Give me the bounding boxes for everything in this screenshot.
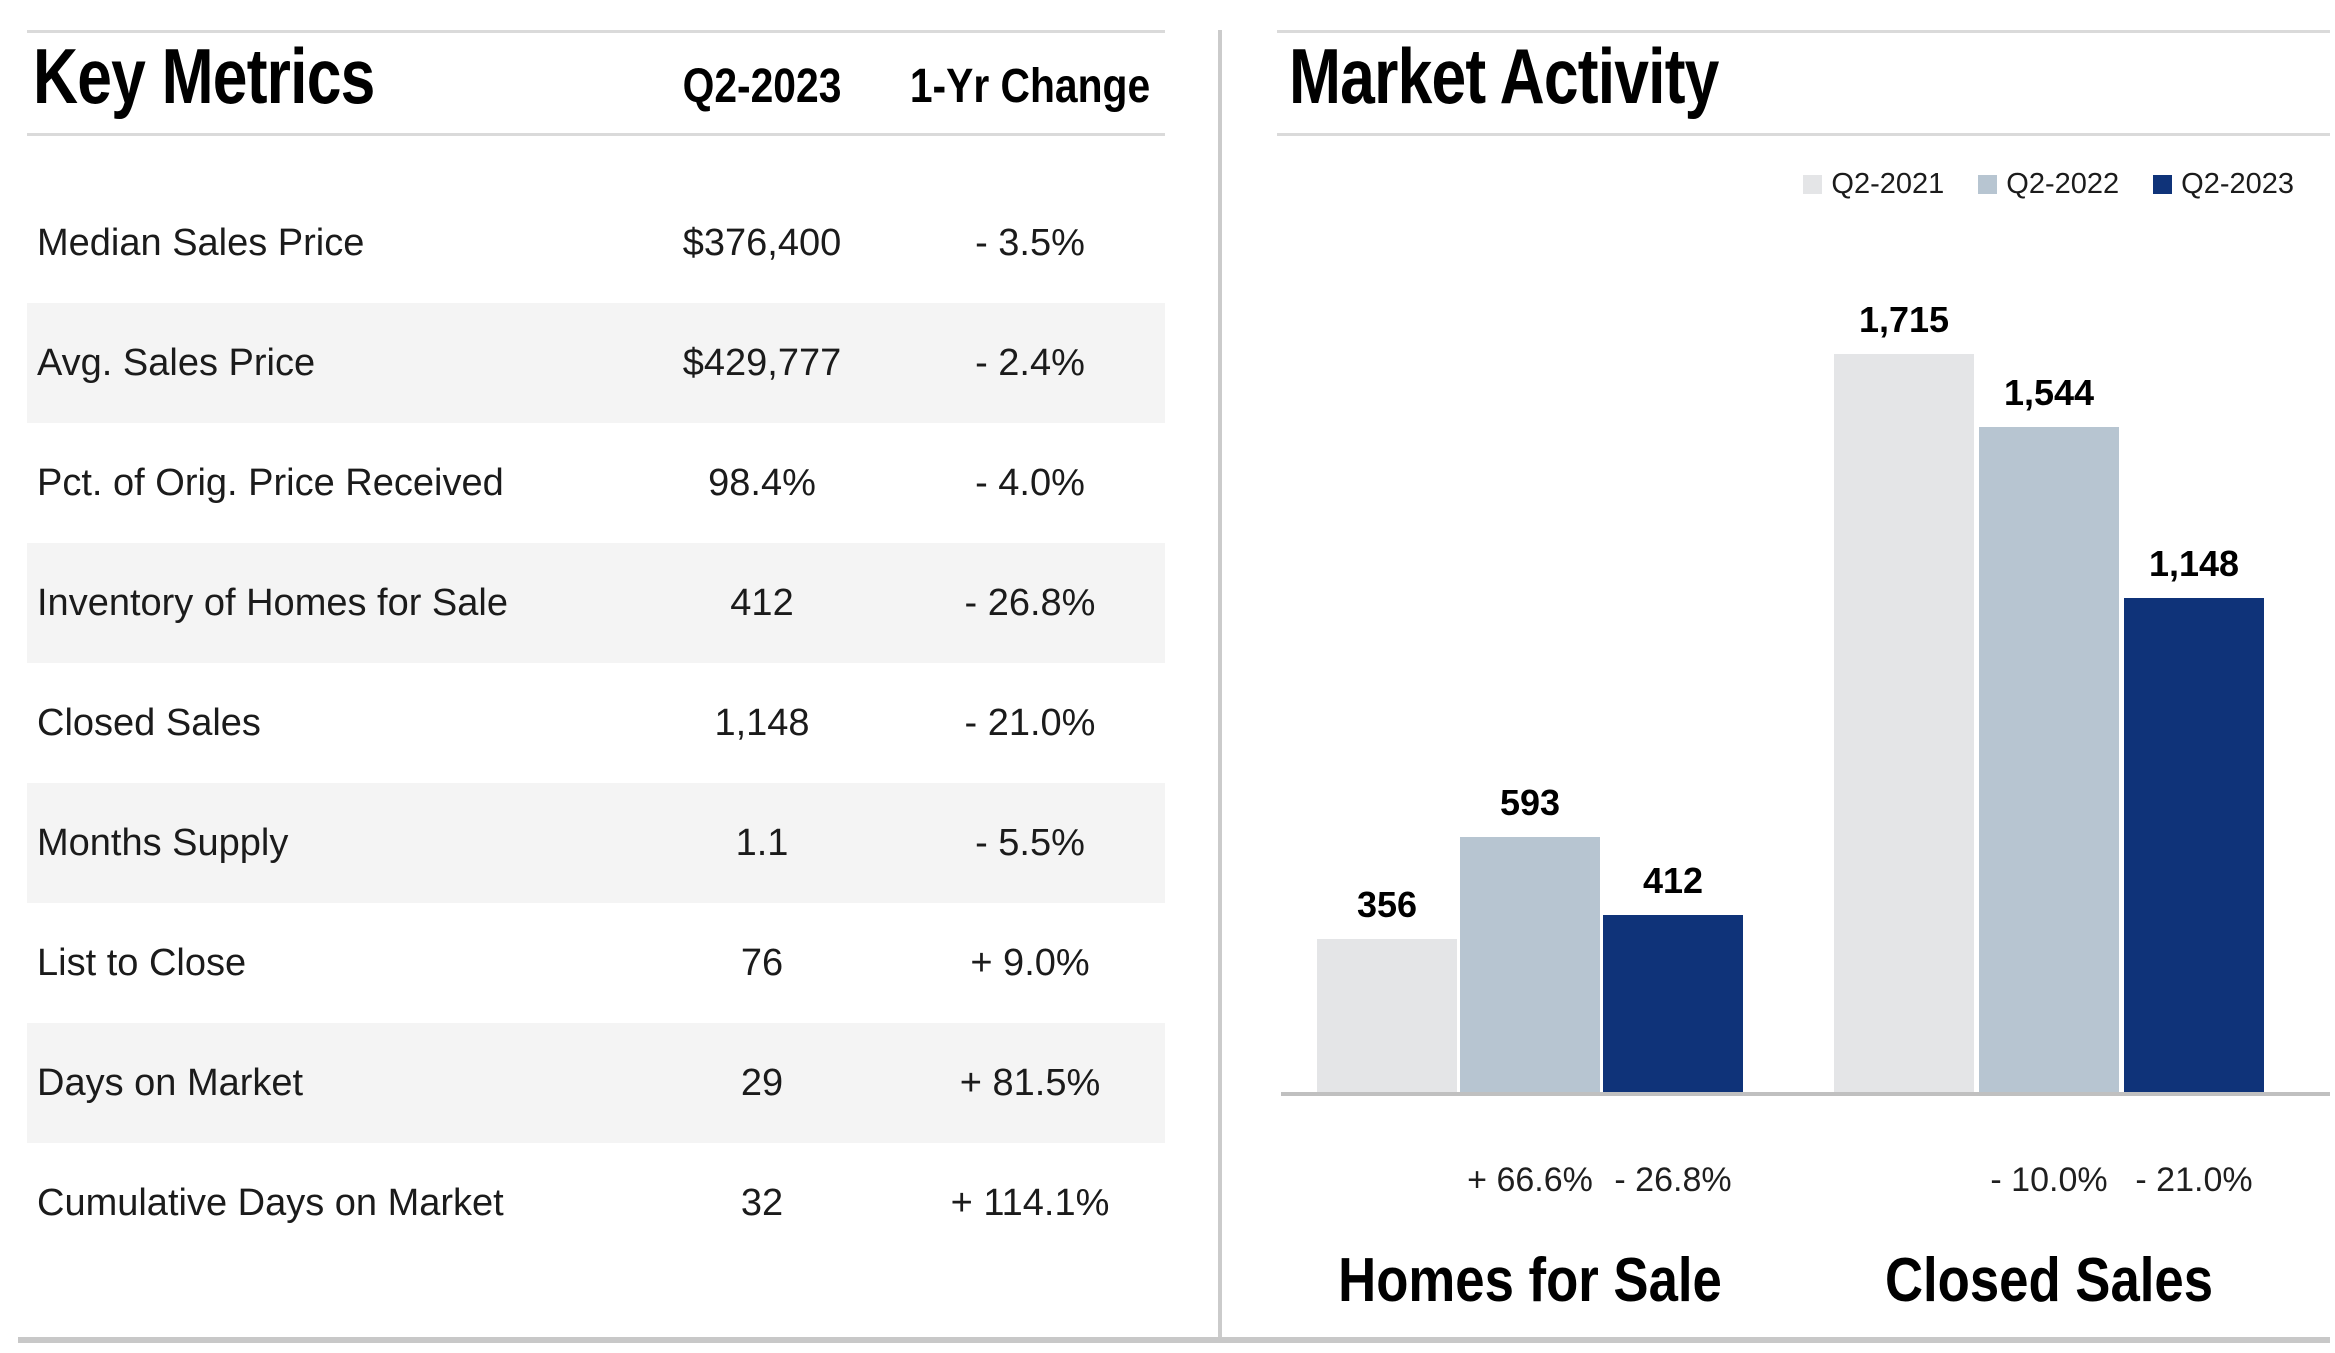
key-metrics-panel: Key Metrics Q2-2023 1-Yr Change Median S…	[27, 0, 1165, 1353]
pct-change-label: - 10.0%	[1990, 1161, 2108, 1199]
bar-chart: 356 593 + 66.6% 412 - 26.8% Homes for Sale 1,7…	[1277, 0, 2330, 1353]
row-value: 32	[740, 1182, 784, 1224]
pct-change-label: - 26.8%	[1614, 1161, 1732, 1199]
pct-change-label: + 66.6%	[1467, 1161, 1593, 1199]
metrics-table: Median Sales Price $376,400 - 3.5% Avg. Sal…	[27, 183, 1165, 1263]
table-row: Months Supply 1.1 - 5.5%	[27, 783, 1165, 903]
row-value: 29	[740, 1062, 784, 1104]
legend-label: Q2-2022	[2006, 167, 2120, 200]
row-value: 98.4%	[708, 462, 816, 504]
bar-value-label: 593	[1499, 782, 1561, 823]
row-label: Inventory of Homes for Sale	[37, 582, 508, 624]
row-change: - 21.0%	[964, 702, 1096, 744]
legend-item: Q2-2022	[1978, 168, 2119, 201]
bar-value-label: 1,148	[2148, 543, 2240, 584]
row-value: $429,777	[682, 342, 842, 384]
bar-value-label: 1,715	[1858, 299, 1950, 340]
row-value: 412	[730, 582, 794, 624]
bar-value-label: 356	[1356, 884, 1418, 925]
row-label: Closed Sales	[37, 702, 261, 744]
bar-value-label: 1,544	[2003, 372, 2095, 413]
row-label: Months Supply	[37, 822, 289, 864]
legend-item: Q2-2023	[2153, 168, 2294, 201]
row-change: - 3.5%	[975, 222, 1085, 264]
group-label-closed-sales: Closed Sales	[1884, 1246, 2214, 1315]
table-row: Days on Market 29 + 81.5%	[27, 1023, 1165, 1143]
top-rule-left	[27, 30, 1165, 33]
row-label: List to Close	[37, 942, 247, 984]
row-value: $376,400	[682, 222, 842, 264]
bar-q2-2023-homes-for-sale	[1603, 915, 1743, 1092]
legend-swatch	[1803, 174, 1823, 194]
row-value: 1.1	[735, 822, 789, 864]
bar-q2-2021-closed-sales	[1834, 354, 1974, 1092]
panel-divider	[1218, 30, 1222, 1343]
legend-label: Q2-2021	[1831, 167, 1945, 200]
bar-q2-2022-closed-sales	[1979, 427, 2119, 1092]
table-row: Inventory of Homes for Sale 412 - 26.8%	[27, 543, 1165, 663]
row-value: 1,148	[714, 702, 810, 744]
row-label: Days on Market	[37, 1062, 304, 1104]
group-label-homes-for-sale: Homes for Sale	[1338, 1246, 1722, 1315]
top-rule-right	[1277, 30, 2330, 33]
row-change: - 5.5%	[975, 822, 1085, 864]
table-row: Cumulative Days on Market 32 + 114.1%	[27, 1143, 1165, 1263]
chart-legend: Q2-2021 Q2-2022 Q2-2023	[1803, 168, 2294, 200]
row-change: - 26.8%	[964, 582, 1096, 624]
bar-q2-2022-homes-for-sale	[1460, 837, 1600, 1092]
axis-baseline	[1281, 1092, 2330, 1096]
column-header-1yr-change: 1-Yr Change	[909, 60, 1151, 113]
pct-change-label: - 21.0%	[2135, 1161, 2253, 1199]
row-label: Pct. of Orig. Price Received	[37, 462, 504, 504]
row-change: + 81.5%	[959, 1062, 1101, 1104]
row-label: Cumulative Days on Market	[37, 1182, 504, 1224]
table-row: List to Close 76 + 9.0%	[27, 903, 1165, 1023]
footer-rule	[18, 1337, 2330, 1343]
market-activity-panel: Market Activity Q2-2021 Q2-2022 Q2-2023 35…	[1277, 0, 2330, 1353]
legend-swatch	[1978, 174, 1998, 194]
row-label: Median Sales Price	[37, 222, 365, 264]
title-underline-left	[27, 133, 1165, 136]
bar-value-label: 412	[1642, 860, 1704, 901]
row-label: Avg. Sales Price	[37, 342, 316, 384]
column-header-q2-2023: Q2-2023	[682, 60, 842, 113]
legend-item: Q2-2021	[1803, 168, 1944, 201]
table-row: Pct. of Orig. Price Received 98.4% - 4.0%	[27, 423, 1165, 543]
row-change: + 9.0%	[970, 942, 1090, 984]
row-value: 76	[740, 942, 784, 984]
row-change: - 2.4%	[975, 342, 1085, 384]
key-metrics-title: Key Metrics	[33, 32, 375, 120]
table-row: Closed Sales 1,148 - 21.0%	[27, 663, 1165, 783]
table-row: Median Sales Price $376,400 - 3.5%	[27, 183, 1165, 303]
row-change: + 114.1%	[950, 1182, 1110, 1224]
table-row: Avg. Sales Price $429,777 - 2.4%	[27, 303, 1165, 423]
market-activity-title: Market Activity	[1289, 32, 1719, 120]
legend-label: Q2-2023	[2181, 167, 2294, 200]
title-underline-right	[1277, 133, 2330, 136]
legend-swatch	[2153, 174, 2173, 194]
bar-q2-2023-closed-sales	[2124, 598, 2264, 1092]
bar-q2-2021-homes-for-sale	[1317, 939, 1457, 1092]
row-change: - 4.0%	[975, 462, 1085, 504]
